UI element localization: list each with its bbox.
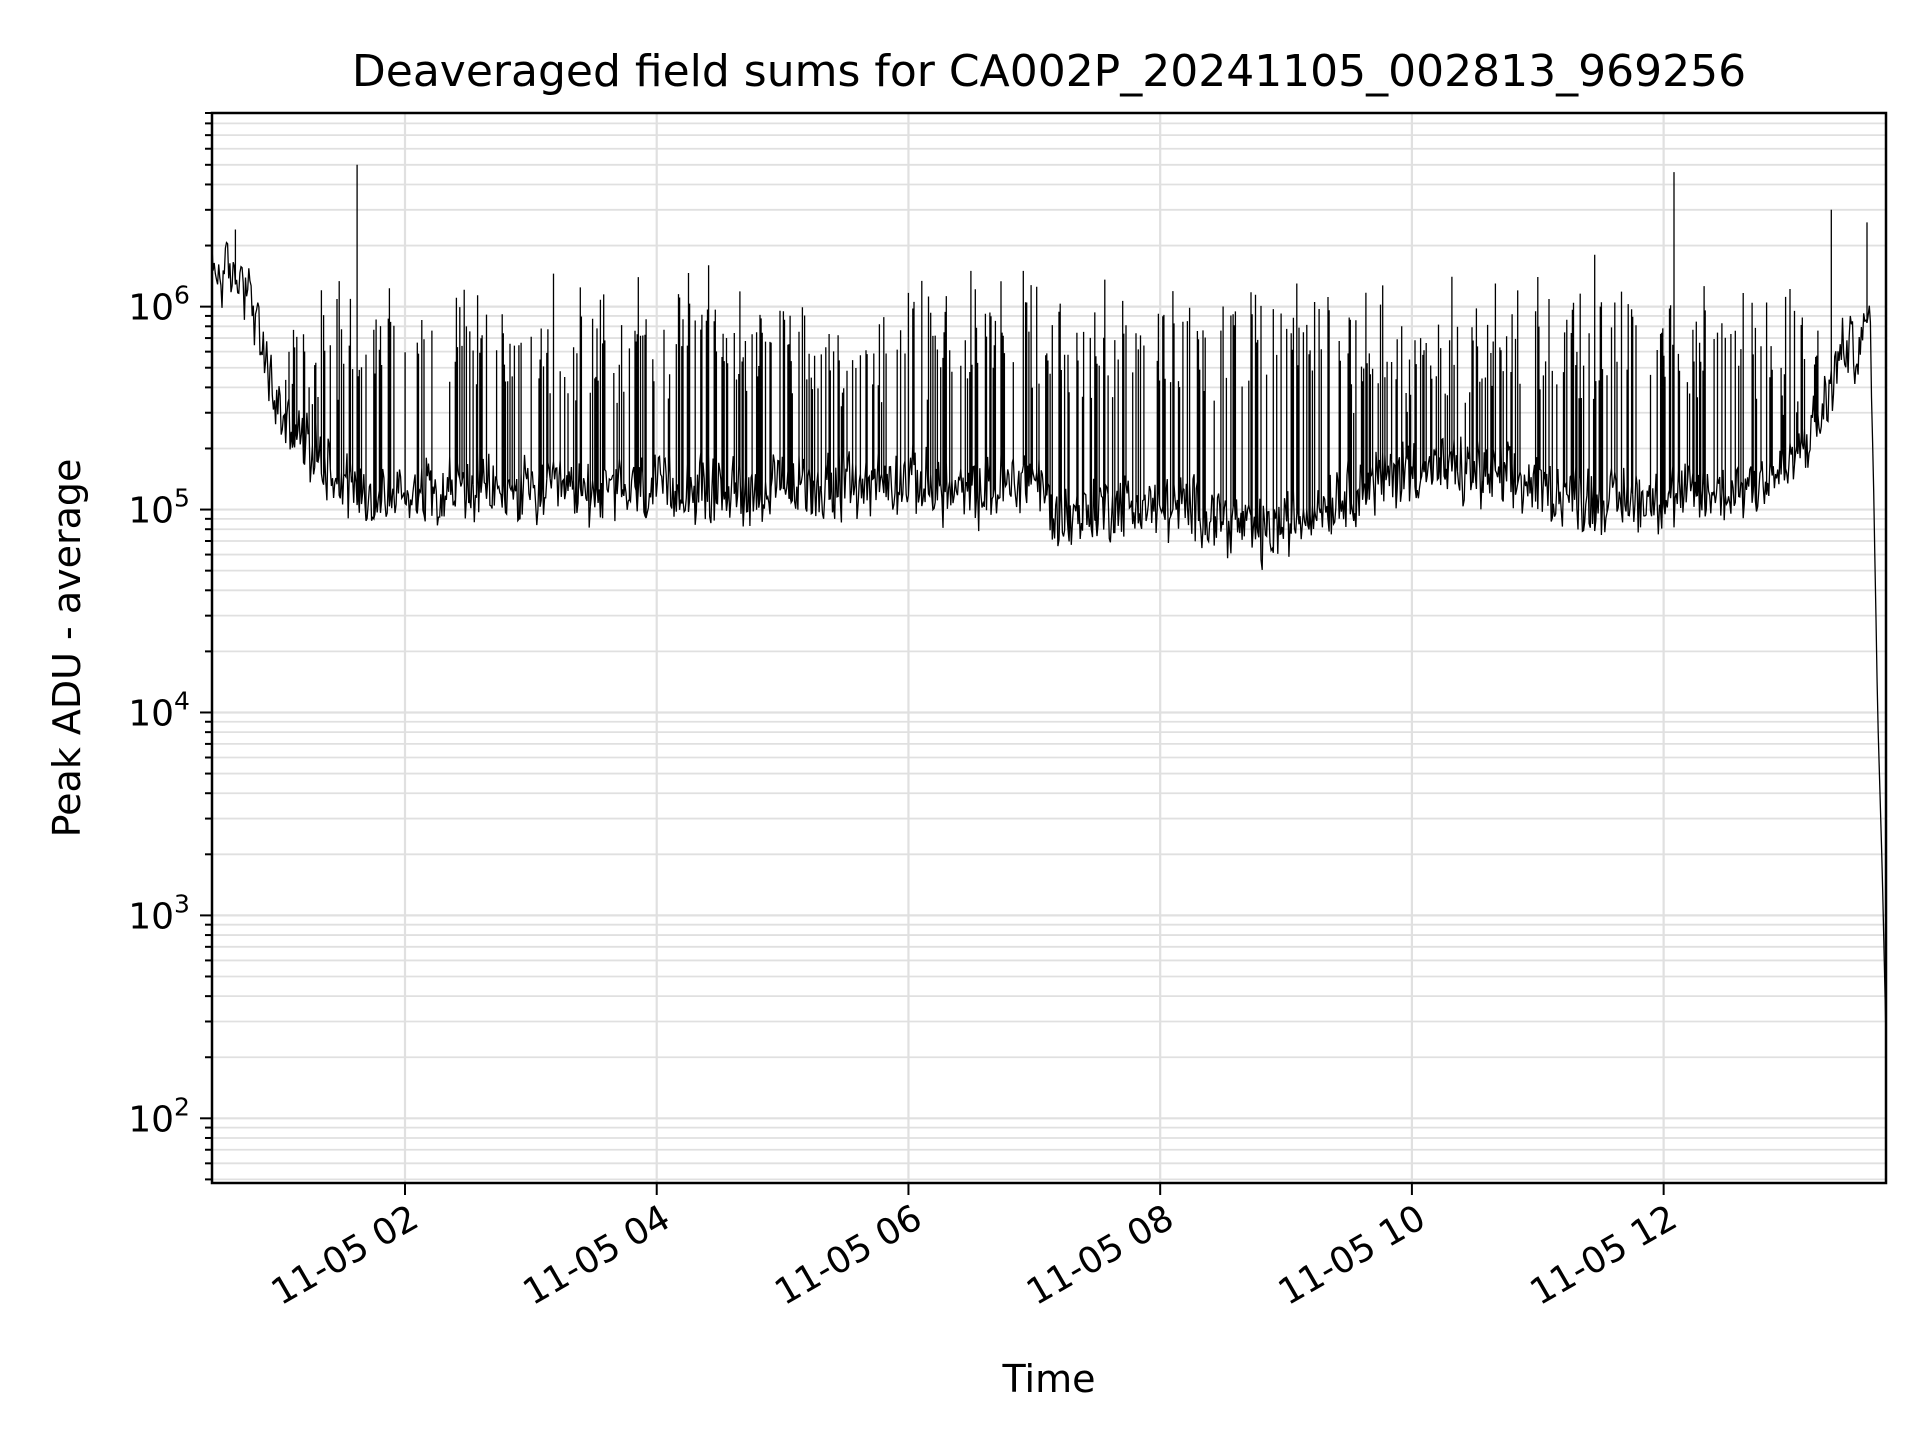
y-tick-label: 10 bbox=[128, 288, 174, 329]
x-axis-label: Time bbox=[1002, 1357, 1096, 1401]
plot-area bbox=[211, 164, 1887, 1038]
y-tick-exponent: 6 bbox=[174, 281, 190, 310]
y-tick-exponent: 4 bbox=[174, 686, 190, 715]
y-tick-exponent: 3 bbox=[174, 889, 190, 918]
tick-marks bbox=[200, 112, 1665, 1195]
y-tick-label: 10 bbox=[128, 491, 174, 532]
y-tick-label: 10 bbox=[128, 1099, 174, 1140]
y-axis-label: Peak ADU - average bbox=[45, 459, 89, 838]
axes-frame bbox=[210, 111, 1888, 1185]
y-tick-label: 10 bbox=[128, 693, 174, 734]
y-tick-exponent: 5 bbox=[174, 484, 190, 513]
y-tick-label: 10 bbox=[128, 896, 174, 937]
series-line bbox=[211, 164, 1887, 1038]
y-tick-exponent: 2 bbox=[174, 1092, 190, 1121]
chart-title: Deaveraged field sums for CA002P_2024110… bbox=[352, 46, 1746, 97]
